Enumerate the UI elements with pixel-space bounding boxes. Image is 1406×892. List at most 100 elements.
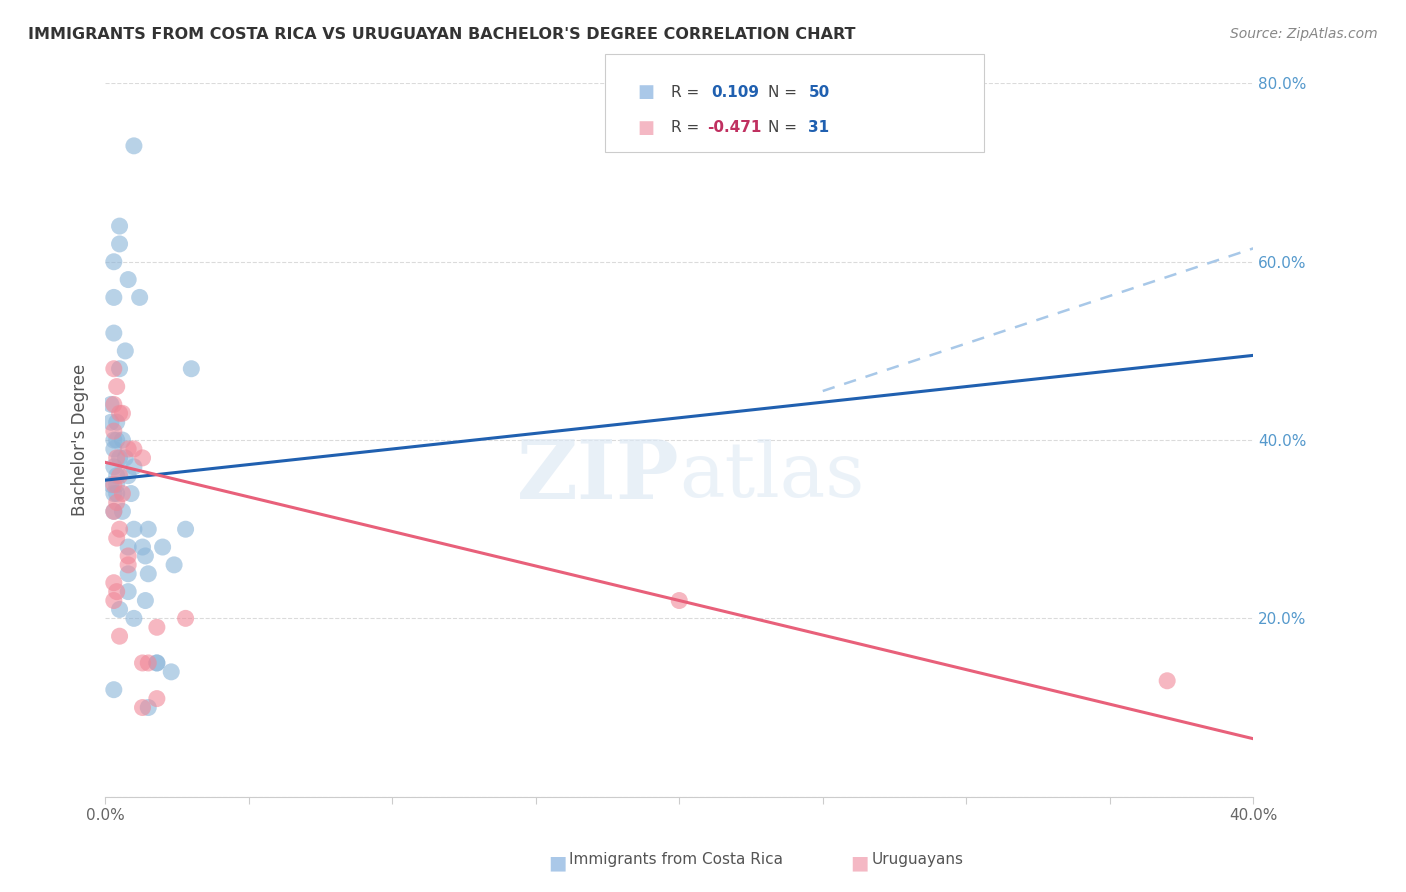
Point [174,611,197,625]
Text: ■: ■ [548,854,567,872]
Point [105,486,128,500]
Point [160,665,183,679]
Point [108,450,131,465]
Point [105,468,128,483]
Point [103,442,125,456]
Point [103,361,125,376]
Point [100,477,122,491]
Point [122,459,145,474]
Text: ■: ■ [851,854,869,872]
Y-axis label: Bachelor's Degree: Bachelor's Degree [72,364,89,516]
Point [146,656,169,670]
Text: R =: R = [671,120,704,136]
Point [131,540,153,554]
Text: N =: N = [768,120,801,136]
Point [114,450,136,465]
Point [108,236,131,251]
Point [122,139,145,153]
Text: Source: ZipAtlas.com: Source: ZipAtlas.com [1230,27,1378,41]
Point [117,566,139,581]
Point [134,593,156,607]
Point [174,522,197,536]
Point [100,397,122,411]
Point [128,290,150,304]
Point [105,584,128,599]
Point [180,361,202,376]
Point [105,379,128,393]
Point [108,602,131,616]
Text: N =: N = [768,85,801,100]
Point [668,593,690,607]
Point [136,522,159,536]
Point [131,450,153,465]
Point [103,575,125,590]
Point [122,611,145,625]
Point [131,656,153,670]
Point [122,522,145,536]
Point [111,406,134,420]
Point [103,424,125,438]
Point [117,540,139,554]
Text: ZIP: ZIP [516,435,679,516]
Point [105,415,128,429]
Point [136,700,159,714]
Point [114,343,136,358]
Point [103,433,125,447]
Text: -0.471: -0.471 [707,120,762,136]
Point [103,477,125,491]
Point [120,486,142,500]
Text: 0.109: 0.109 [711,85,759,100]
Point [1156,673,1178,688]
Point [108,522,131,536]
Text: 50: 50 [808,85,830,100]
Point [103,486,125,500]
Point [117,468,139,483]
Point [108,468,131,483]
Point [100,415,122,429]
Point [103,326,125,340]
Point [111,504,134,518]
Point [146,691,169,706]
Point [117,549,139,563]
Point [108,219,131,233]
Point [163,558,186,572]
Text: 31: 31 [808,120,830,136]
Point [117,442,139,456]
Point [111,433,134,447]
Point [122,442,145,456]
Text: ■: ■ [637,83,654,101]
Text: IMMIGRANTS FROM COSTA RICA VS URUGUAYAN BACHELOR'S DEGREE CORRELATION CHART: IMMIGRANTS FROM COSTA RICA VS URUGUAYAN … [28,27,856,42]
Point [117,558,139,572]
Point [108,406,131,420]
Point [146,656,169,670]
Point [103,290,125,304]
Point [103,459,125,474]
Point [108,361,131,376]
Point [136,656,159,670]
Point [105,433,128,447]
Point [103,593,125,607]
Point [103,682,125,697]
Point [134,549,156,563]
Point [136,566,159,581]
Point [103,504,125,518]
Text: Uruguayans: Uruguayans [872,852,963,867]
Point [111,486,134,500]
Point [105,450,128,465]
Point [105,531,128,545]
Text: ■: ■ [637,119,654,136]
Point [152,540,174,554]
Point [105,477,128,491]
Text: Immigrants from Costa Rica: Immigrants from Costa Rica [569,852,783,867]
Point [146,620,169,634]
Point [103,254,125,268]
Text: R =: R = [671,85,704,100]
Point [117,272,139,286]
Point [131,700,153,714]
Point [117,584,139,599]
Text: atlas: atlas [679,439,865,513]
Point [105,495,128,509]
Point [103,504,125,518]
Point [108,629,131,643]
Point [103,397,125,411]
